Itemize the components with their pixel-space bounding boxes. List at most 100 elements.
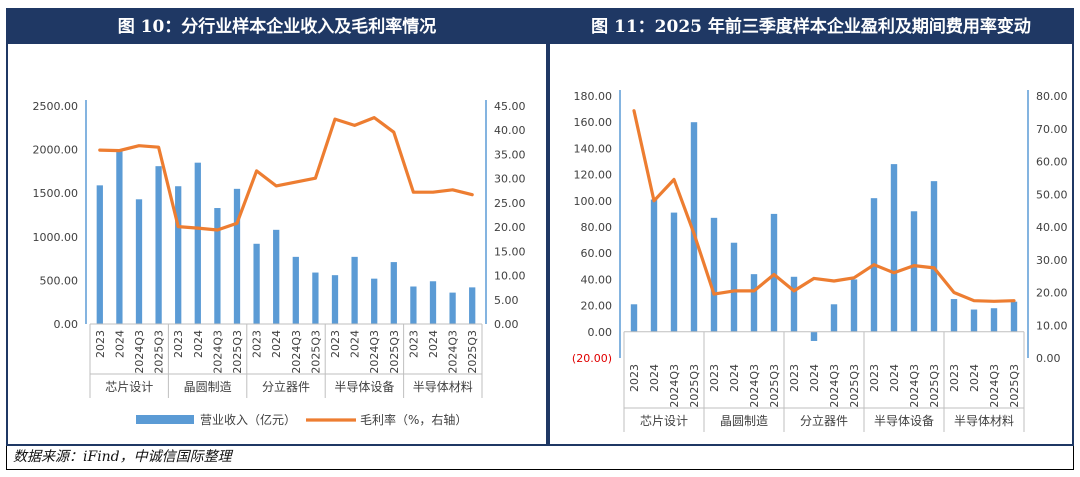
x-tick-label: 2024 bbox=[192, 330, 205, 358]
y-tick-label: 60.00 bbox=[581, 247, 613, 260]
bar-2023 bbox=[950, 299, 958, 332]
bar-2024 bbox=[351, 256, 358, 324]
y-tick-label: 180.00 bbox=[574, 90, 613, 103]
source-note: 数据来源：iFind，中诚信国际整理 bbox=[6, 446, 1074, 470]
bar-2025q3 bbox=[155, 166, 162, 324]
y-tick-label: 0.00 bbox=[54, 318, 79, 331]
y-tick-label: 40.00 bbox=[581, 273, 613, 286]
x-tick-label: 2024Q3 bbox=[748, 364, 761, 408]
y2-tick-label: 40.00 bbox=[494, 124, 526, 137]
x-tick-label: 2025Q3 bbox=[848, 364, 861, 408]
y2-tick-label: 30.00 bbox=[494, 173, 526, 186]
bar-2023 bbox=[96, 185, 103, 324]
y2-tick-label: 60.00 bbox=[1036, 156, 1068, 169]
x-tick-label: 2023 bbox=[94, 330, 107, 358]
x-tick-label: 2023 bbox=[251, 330, 264, 358]
x-tick-label: 2025Q3 bbox=[688, 364, 701, 408]
x-tick-label: 2024Q3 bbox=[368, 330, 381, 374]
bar-2023 bbox=[175, 186, 182, 324]
bar-2024 bbox=[429, 281, 437, 324]
x-tick-label: 2024 bbox=[427, 330, 440, 358]
y-tick-label: 2500.00 bbox=[33, 100, 79, 113]
group-label: 晶圆制造 bbox=[720, 414, 768, 428]
bar-2025q3 bbox=[233, 188, 241, 324]
y-tick-label: 160.00 bbox=[574, 116, 613, 129]
group-label: 半导体材料 bbox=[413, 380, 473, 394]
x-tick-label: 2023 bbox=[329, 330, 342, 358]
x-tick-label: 2024 bbox=[968, 364, 981, 392]
bar-2024q3 bbox=[135, 199, 143, 324]
x-tick-label: 2025Q3 bbox=[466, 330, 479, 374]
x-tick-label: 2024 bbox=[349, 330, 362, 358]
x-tick-label: 2024Q3 bbox=[211, 330, 224, 374]
y2-tick-label: 35.00 bbox=[494, 148, 526, 161]
y-tick-label: 80.00 bbox=[581, 221, 613, 234]
x-tick-label: 2024 bbox=[728, 364, 741, 392]
x-tick-label: 2023 bbox=[172, 330, 185, 358]
bar-2023 bbox=[410, 286, 417, 324]
group-label: 分立器件 bbox=[800, 413, 848, 428]
bar-2024 bbox=[116, 150, 123, 324]
x-tick-label: 2025Q3 bbox=[231, 330, 244, 374]
y2-tick-label: 30.00 bbox=[1036, 254, 1068, 267]
y2-tick-label: 70.00 bbox=[1036, 123, 1068, 136]
left-chart-title: 图 10：分行业样本企业收入及毛利率情况 bbox=[8, 10, 546, 44]
bar-2023 bbox=[710, 217, 718, 332]
group-label: 芯片设计 bbox=[640, 414, 688, 428]
group-label: 半导体设备 bbox=[874, 414, 934, 428]
y2-tick-label: 10.00 bbox=[1036, 319, 1068, 332]
y2-tick-label: 45.00 bbox=[494, 100, 526, 113]
bar-2024 bbox=[890, 164, 898, 332]
x-tick-label: 2025Q3 bbox=[153, 330, 166, 374]
bar-2024q3 bbox=[670, 212, 678, 332]
x-tick-label: 2023 bbox=[868, 364, 881, 392]
group-label: 晶圆制造 bbox=[184, 380, 232, 394]
x-tick-label: 2024Q3 bbox=[290, 330, 303, 374]
y-tick-label: 120.00 bbox=[574, 169, 613, 182]
x-tick-label: 2024 bbox=[808, 364, 821, 392]
x-tick-label: 2023 bbox=[788, 364, 801, 392]
legend-bar-swatch bbox=[136, 415, 194, 424]
bar-2025q3 bbox=[770, 213, 778, 332]
x-tick-label: 2024Q3 bbox=[447, 330, 460, 374]
y-tick-label: 0.00 bbox=[588, 326, 613, 339]
x-tick-label: 2024Q3 bbox=[133, 330, 146, 374]
y-tick-label: 1000.00 bbox=[33, 231, 79, 244]
bar-2025q3 bbox=[930, 181, 938, 332]
bar-2025q3 bbox=[850, 279, 858, 332]
x-tick-label: 2025Q3 bbox=[928, 364, 941, 408]
x-tick-label: 2024Q3 bbox=[828, 364, 841, 408]
y2-tick-label: 40.00 bbox=[1036, 221, 1068, 234]
x-tick-label: 2024 bbox=[648, 364, 661, 392]
series-line-0 bbox=[98, 116, 474, 232]
bar-2023 bbox=[331, 275, 339, 324]
x-tick-label: 2024 bbox=[113, 330, 126, 358]
y2-tick-label: 20.00 bbox=[1036, 287, 1068, 300]
y2-tick-label: 80.00 bbox=[1036, 90, 1068, 103]
legend-bar-label: 营业收入（亿元） bbox=[200, 412, 296, 427]
group-label: 半导体材料 bbox=[954, 414, 1014, 428]
x-tick-label: 2024Q3 bbox=[988, 364, 1001, 408]
bar-2023 bbox=[630, 304, 638, 332]
series-line-1 bbox=[632, 109, 1016, 303]
bar-2025q3 bbox=[1010, 301, 1018, 332]
bar-2025q3 bbox=[312, 272, 319, 324]
right-chart-title: 图 11：2025 年前三季度样本企业盈利及期间费用率变动 bbox=[550, 10, 1072, 44]
group-label: 半导体设备 bbox=[334, 380, 394, 394]
y-tick-label: 500.00 bbox=[40, 274, 79, 287]
left-chart-plot: 0.00 500.00 1000.00 1500.00 2000.00 2500.00 0.… bbox=[33, 100, 526, 427]
y2-tick-label: 0.00 bbox=[1036, 352, 1061, 365]
right-chart-plot: (20.00) 0.00 20.00 40.00 60.00 80.00 100.00 120… bbox=[572, 90, 1068, 432]
x-tick-label: 2025Q3 bbox=[768, 364, 781, 408]
group-label: 芯片设计 bbox=[105, 380, 153, 394]
bar-2024q3 bbox=[214, 208, 221, 324]
y2-tick-label: 20.00 bbox=[494, 221, 526, 234]
bar-2024 bbox=[730, 242, 738, 332]
y-tick-label: (20.00) bbox=[572, 352, 612, 365]
bar-2024 bbox=[273, 229, 280, 324]
bar-2024q3 bbox=[830, 304, 838, 332]
bar-2024q3 bbox=[910, 211, 918, 332]
x-tick-label: 2023 bbox=[628, 364, 641, 392]
bar-2024 bbox=[194, 162, 201, 324]
y2-tick-label: 10.00 bbox=[494, 270, 526, 283]
